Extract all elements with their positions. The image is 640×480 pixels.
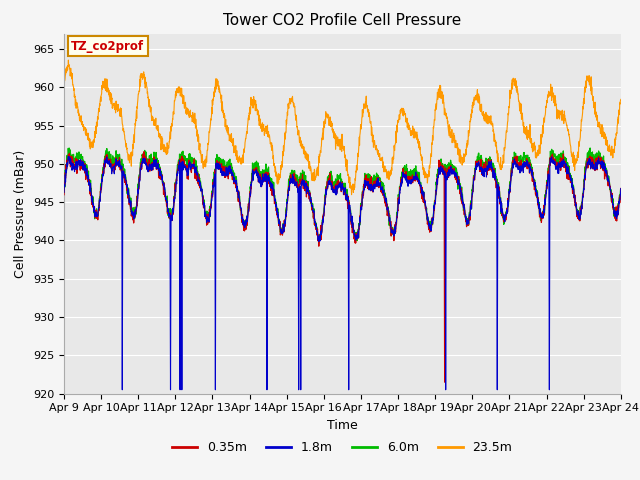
Text: TZ_co2prof: TZ_co2prof bbox=[71, 40, 145, 53]
X-axis label: Time: Time bbox=[327, 419, 358, 432]
Legend: 0.35m, 1.8m, 6.0m, 23.5m: 0.35m, 1.8m, 6.0m, 23.5m bbox=[167, 436, 518, 459]
Y-axis label: Cell Pressure (mBar): Cell Pressure (mBar) bbox=[15, 149, 28, 278]
Title: Tower CO2 Profile Cell Pressure: Tower CO2 Profile Cell Pressure bbox=[223, 13, 461, 28]
